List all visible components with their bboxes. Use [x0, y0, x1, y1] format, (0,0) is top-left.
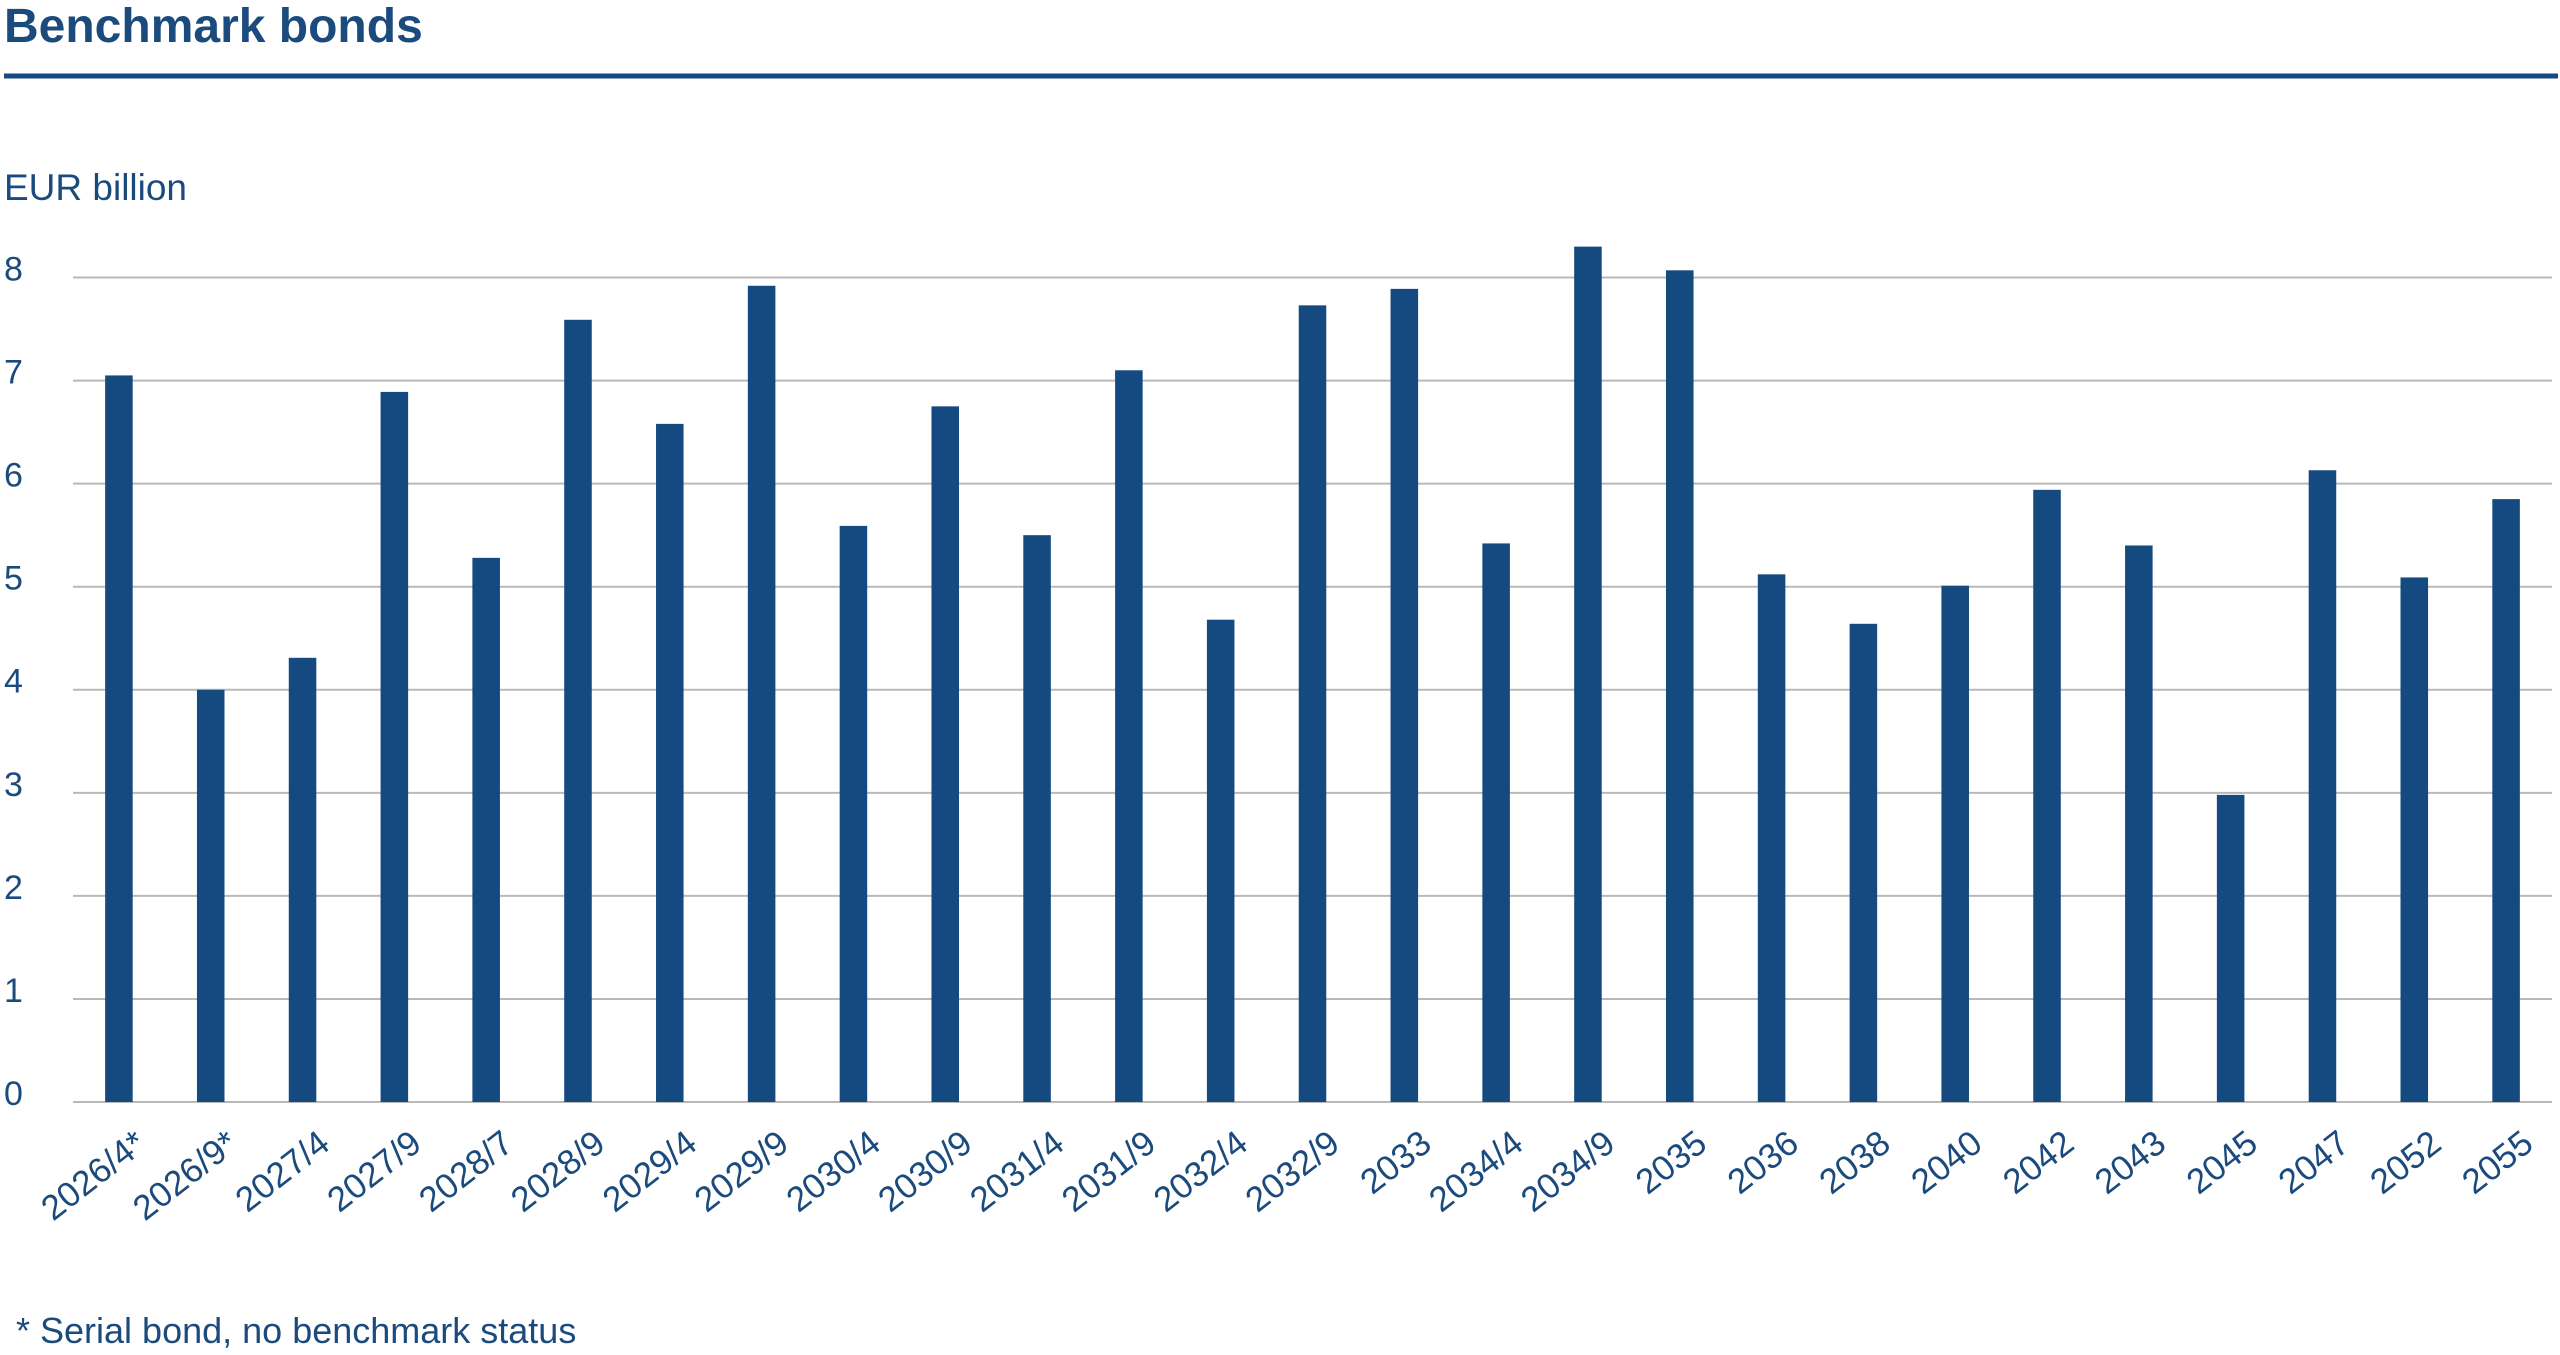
y-tick-label: 2 [4, 869, 23, 907]
x-tick-label: 2055 [2455, 1123, 2540, 1202]
x-tick-label: 2026/4* [34, 1123, 153, 1228]
x-tick-label: 2027/4 [228, 1123, 336, 1220]
bar [2308, 470, 2337, 1103]
x-tick-label: 2042 [1996, 1123, 2081, 1202]
bar [1665, 270, 1694, 1102]
y-tick-label: 4 [4, 663, 23, 701]
x-tick-label: 2032/4 [1146, 1123, 1254, 1220]
bar [1206, 619, 1235, 1102]
bar [656, 423, 684, 1103]
bar [2492, 499, 2520, 1102]
y-tick-label: 5 [4, 560, 23, 598]
bar [1115, 370, 1143, 1102]
bar [1849, 623, 1878, 1102]
bar [380, 391, 409, 1103]
x-tick-label: 2027/9 [320, 1123, 428, 1220]
bar [1023, 535, 1051, 1102]
bar [1574, 246, 1602, 1103]
bar [1757, 574, 1786, 1102]
bar [105, 375, 133, 1102]
bar [931, 406, 960, 1103]
y-tick-label: 0 [4, 1075, 23, 1113]
x-tick-label: 2034/4 [1422, 1123, 1530, 1220]
bars [105, 246, 2520, 1103]
footnote: * Serial bond, no benchmark status [16, 1310, 576, 1351]
x-tick-label: 2040 [1904, 1123, 1989, 1202]
bar [2125, 545, 2153, 1102]
bar [1941, 585, 1969, 1102]
bar [839, 525, 868, 1102]
bar [288, 657, 317, 1102]
chart-title: Benchmark bonds [4, 0, 423, 53]
x-tick-label: 2031/4 [963, 1123, 1071, 1220]
y-tick-label: 1 [4, 972, 23, 1010]
x-tick-label: 2036 [1720, 1123, 1805, 1202]
x-tick-label: 2032/9 [1238, 1123, 1346, 1220]
bar [1482, 543, 1510, 1102]
x-tick-label: 2045 [2179, 1123, 2264, 1202]
x-tick-label: 2029/4 [596, 1123, 704, 1220]
bar [564, 319, 592, 1102]
x-tick-label: 2030/4 [779, 1123, 887, 1220]
x-tick-label: 2031/9 [1055, 1123, 1163, 1220]
bar [2216, 794, 2245, 1102]
x-tick-label: 2047 [2271, 1123, 2356, 1202]
x-tick-label: 2052 [2363, 1123, 2448, 1202]
x-tick-label: 2028/9 [504, 1123, 612, 1220]
y-axis-label: EUR billion [4, 167, 187, 208]
bar [196, 689, 225, 1102]
y-tick-label: 8 [4, 251, 23, 289]
bar [472, 557, 500, 1102]
x-tick-label: 2029/9 [687, 1123, 795, 1220]
y-tick-label: 6 [4, 457, 23, 495]
bar [2033, 489, 2061, 1103]
x-tick-label: 2038 [1812, 1123, 1897, 1202]
bar [747, 285, 776, 1102]
bar [1298, 305, 1327, 1102]
x-tick-label: 2034/9 [1514, 1123, 1622, 1220]
x-tick-label: 2035 [1629, 1123, 1714, 1202]
bar [2400, 577, 2429, 1102]
x-tick-label: 2030/9 [871, 1123, 979, 1220]
y-tick-label: 7 [4, 354, 23, 392]
x-tick-label: 2026/9* [126, 1123, 245, 1228]
bar [1390, 288, 1419, 1103]
y-tick-label: 3 [4, 766, 23, 804]
x-tick-label: 2043 [2088, 1123, 2173, 1202]
x-tick-label: 2028/7 [412, 1123, 520, 1220]
